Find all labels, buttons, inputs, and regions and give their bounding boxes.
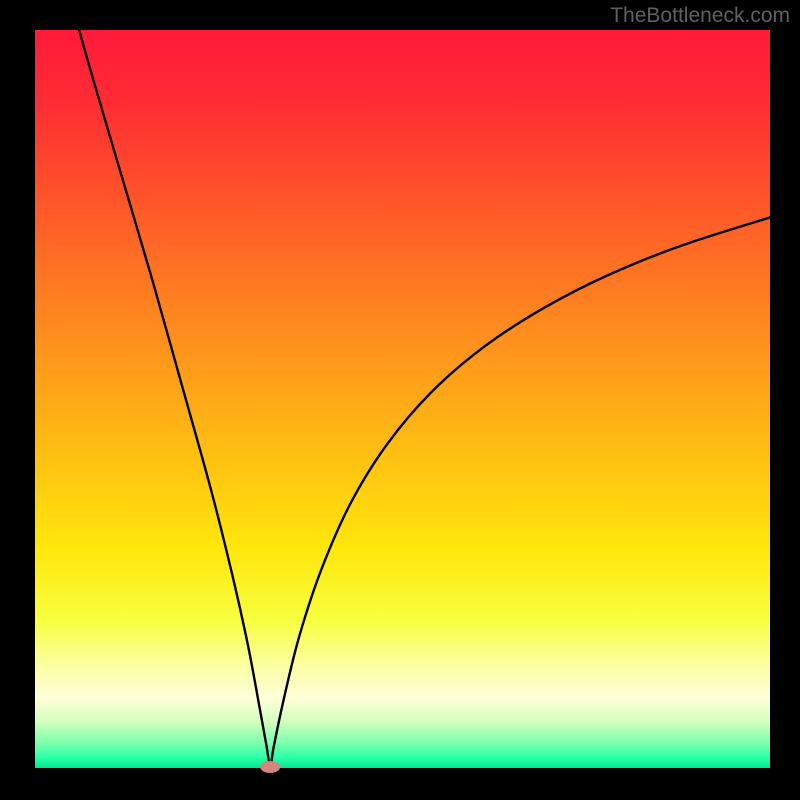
bottleneck-chart — [0, 0, 800, 800]
watermark-text: TheBottleneck.com — [610, 4, 790, 28]
plot-background — [35, 30, 770, 768]
minimum-marker — [260, 761, 280, 773]
